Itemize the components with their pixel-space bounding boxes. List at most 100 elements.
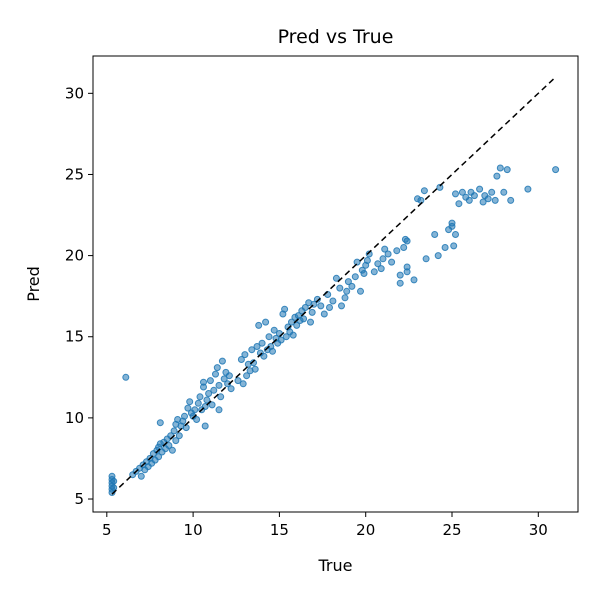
data-point [182, 424, 190, 432]
x-axis-label: True [318, 556, 353, 575]
data-point [241, 351, 249, 359]
y-tick-label: 20 [65, 247, 84, 265]
data-point [203, 396, 211, 404]
data-point [239, 380, 247, 388]
data-point [452, 190, 459, 198]
data-point [224, 380, 232, 388]
x-tick-label: 5 [102, 521, 112, 539]
data-point [410, 276, 418, 284]
data-point [351, 273, 359, 281]
data-point [338, 302, 345, 310]
data-point [301, 304, 309, 311]
data-point [165, 442, 173, 449]
x-tick-label: 10 [184, 521, 203, 539]
y-tick-label: 15 [65, 328, 84, 346]
data-point [320, 310, 328, 318]
data-point [201, 422, 209, 430]
data-point [341, 294, 349, 302]
data-point [212, 370, 219, 378]
data-point [205, 390, 213, 397]
data-point [175, 432, 183, 440]
data-point [260, 352, 268, 360]
plot-frame [92, 55, 579, 513]
y-tick-label: 30 [65, 84, 84, 102]
data-point [417, 196, 425, 204]
data-point [403, 268, 411, 276]
data-point [388, 258, 396, 266]
y-tick-label: 10 [65, 409, 84, 427]
data-point [155, 453, 163, 461]
data-point [552, 166, 560, 174]
data-point [479, 198, 487, 206]
data-point [491, 196, 499, 204]
data-point [329, 297, 337, 305]
x-tick-label: 25 [442, 521, 461, 539]
data-point [227, 385, 235, 393]
y-axis: 5 10 15 20 25 30 [65, 84, 93, 508]
data-point [156, 419, 164, 427]
data-point [396, 271, 404, 279]
data-point [313, 295, 321, 303]
data-point [488, 188, 496, 196]
points-layer [108, 164, 560, 496]
data-point [370, 268, 378, 276]
data-point [336, 284, 344, 292]
reference-diagonal-line [111, 76, 557, 495]
data-point [218, 357, 226, 365]
data-point [344, 278, 352, 286]
data-point [377, 265, 385, 273]
data-point [194, 399, 202, 407]
data-point [458, 188, 466, 196]
data-point [396, 279, 404, 287]
data-point [455, 200, 463, 208]
data-point [170, 427, 178, 435]
data-point [253, 343, 261, 350]
data-point [200, 378, 207, 386]
data-point [215, 406, 223, 414]
data-point [317, 302, 325, 310]
data-point [381, 245, 389, 253]
data-point [500, 188, 508, 196]
data-point [300, 315, 308, 323]
data-point [503, 166, 511, 174]
data-point [465, 196, 473, 204]
x-tick-label: 30 [529, 521, 548, 539]
data-point [110, 477, 118, 485]
data-point [181, 412, 188, 420]
data-point [441, 244, 449, 251]
data-point [265, 333, 273, 341]
data-point [250, 359, 257, 367]
data-point [217, 393, 225, 401]
data-point [208, 401, 216, 409]
data-point [186, 398, 194, 406]
data-point [374, 260, 382, 268]
chart-title: Pred vs True [278, 26, 394, 48]
data-point [213, 364, 221, 372]
data-point [262, 318, 270, 326]
data-point [210, 386, 218, 394]
data-point [401, 235, 409, 243]
data-point [436, 183, 444, 191]
data-point [452, 231, 459, 238]
data-point [353, 258, 361, 266]
data-point [493, 172, 501, 180]
data-point [422, 255, 430, 263]
data-point [476, 185, 484, 193]
data-point [307, 318, 314, 326]
x-tick-label: 20 [356, 521, 375, 539]
data-point [269, 347, 276, 355]
data-point [420, 187, 428, 195]
data-point [255, 321, 263, 329]
data-point [332, 274, 340, 282]
data-point [258, 339, 266, 347]
data-point [363, 257, 371, 264]
data-point [431, 231, 439, 238]
data-point [191, 406, 199, 414]
data-point [225, 372, 233, 380]
data-point [172, 437, 180, 445]
data-point [243, 372, 251, 380]
data-point [524, 185, 532, 193]
data-point [215, 381, 223, 389]
data-point [282, 333, 290, 341]
